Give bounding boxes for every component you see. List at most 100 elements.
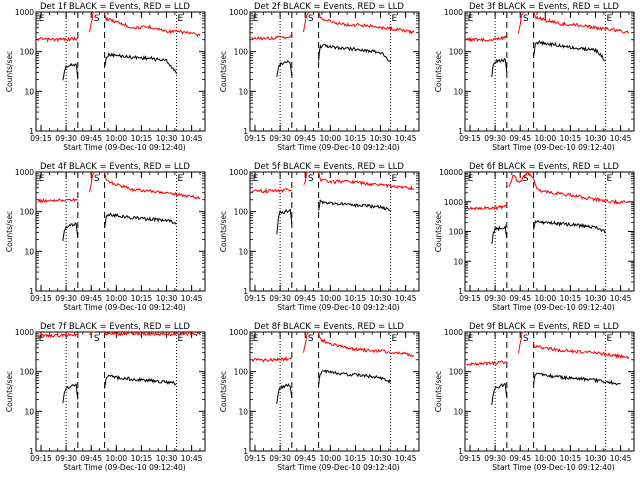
marker-label: E <box>468 14 474 24</box>
marker-label: S <box>308 174 314 184</box>
marker-label: E <box>39 14 45 24</box>
x-axis-label: Start Time (09-Dec-10 09:12:40) <box>63 303 185 312</box>
marker-label: S <box>523 334 529 344</box>
lld-series-line <box>508 170 630 205</box>
x-tick-label: 09:45 <box>294 134 316 143</box>
marker-label: E <box>607 14 613 24</box>
marker-label: E <box>607 174 613 184</box>
y-axis-label: Counts/sec <box>5 211 14 252</box>
events-series-line <box>104 52 178 74</box>
lld-series-line <box>251 35 293 41</box>
plot-frame <box>249 171 420 292</box>
lld-series-line <box>303 331 309 353</box>
x-tick-label: 10:00 <box>535 454 557 463</box>
panel-grid: Det 1f BLACK = Events, RED = LLD11010010… <box>5 2 635 472</box>
x-tick-label: 10:00 <box>106 454 128 463</box>
y-tick-label: 1000 <box>15 328 34 337</box>
marker-label: E <box>392 174 398 184</box>
lld-series-line <box>318 11 415 35</box>
marker-label: E <box>178 14 184 24</box>
x-tick-label: 10:30 <box>370 294 392 303</box>
x-tick-label: 10:45 <box>395 454 417 463</box>
y-tick-label: 1000 <box>229 8 248 17</box>
marker-label: S <box>94 174 100 184</box>
x-tick-label: 10:30 <box>370 134 392 143</box>
x-axis-label: Start Time (09-Dec-10 09:12:40) <box>492 463 614 472</box>
x-tick-label: 10:45 <box>181 454 203 463</box>
marker-label: S <box>94 334 100 344</box>
y-tick-label: 1 <box>29 127 34 136</box>
x-tick-label: 09:45 <box>294 454 316 463</box>
x-tick-label: 10:15 <box>560 294 582 303</box>
x-tick-label: 09:45 <box>509 294 531 303</box>
y-tick-label: 1000 <box>444 198 463 207</box>
x-tick-label: 10:45 <box>610 294 632 303</box>
y-tick-label: 100 <box>234 208 249 217</box>
x-tick-label: 10:15 <box>131 294 153 303</box>
y-tick-label: 1000 <box>229 168 248 177</box>
y-tick-label: 1000 <box>444 328 463 337</box>
lld-series-line <box>89 171 95 193</box>
panel-9: Det 9f BLACK = Events, RED = LLD 1 10 100 10… <box>434 322 635 472</box>
x-tick-label: 09:45 <box>509 454 531 463</box>
events-series-line <box>491 57 508 77</box>
y-tick-label: 100 <box>234 368 249 377</box>
lld-series-line <box>303 11 310 33</box>
y-axis-label: Counts/sec <box>5 51 14 92</box>
x-tick-label: 09:45 <box>80 294 102 303</box>
x-tick-label: 09:30 <box>269 134 291 143</box>
panel-title: Det 5f BLACK = Events, RED = LLD <box>254 162 404 172</box>
lld-series-line <box>104 171 201 200</box>
x-tick-label: 10:15 <box>345 134 367 143</box>
events-series-line <box>104 212 177 228</box>
panel-title: Det 1f BLACK = Events, RED = LLD <box>40 2 190 12</box>
x-tick-label: 09:45 <box>80 134 102 143</box>
y-tick-label: 10 <box>24 247 34 256</box>
plot-frame <box>35 11 206 132</box>
panel-6: Det 6f BLACK = Events, RED = LLD 1 10 100 10… <box>434 162 635 312</box>
panel-title: Det 4f BLACK = Events, RED = LLD <box>40 162 190 172</box>
x-tick-label: 09:30 <box>484 294 506 303</box>
y-axis-label: Counts/sec <box>219 51 228 92</box>
x-tick-label: 10:45 <box>395 134 417 143</box>
x-tick-label: 09:30 <box>55 134 77 143</box>
y-tick-label: 1 <box>29 447 34 456</box>
events-series-line <box>318 199 391 212</box>
x-tick-label: 10:00 <box>106 294 128 303</box>
x-axis-label: Start Time (09-Dec-10 09:12:40) <box>63 143 185 152</box>
plot-frame <box>35 171 206 292</box>
x-tick-label: 09:15 <box>30 294 52 303</box>
y-tick-label: 100 <box>449 368 464 377</box>
x-tick-label: 10:00 <box>320 134 342 143</box>
events-series-line <box>318 43 391 63</box>
events-series-line <box>62 62 79 81</box>
lld-series-line <box>37 332 78 339</box>
panel-title: Det 9f BLACK = Events, RED = LLD <box>469 322 619 332</box>
lld-series-line <box>318 171 415 191</box>
x-tick-label: 10:15 <box>345 294 367 303</box>
events-series-line <box>318 369 392 386</box>
x-tick-label: 10:30 <box>585 134 607 143</box>
y-tick-label: 1 <box>29 287 34 296</box>
marker-label: E <box>253 174 259 184</box>
lld-series-line <box>466 360 507 367</box>
x-tick-label: 09:30 <box>484 454 506 463</box>
marker-label: E <box>392 14 398 24</box>
x-tick-label: 09:45 <box>509 134 531 143</box>
lld-series-line <box>466 34 507 43</box>
y-tick-label: 100 <box>449 228 464 237</box>
y-tick-label: 1000 <box>229 328 248 337</box>
y-tick-label: 100 <box>20 48 35 57</box>
y-tick-label: 1 <box>458 447 463 456</box>
events-series-line <box>276 208 293 235</box>
x-axis-label: Start Time (09-Dec-10 09:12:40) <box>277 463 399 472</box>
events-series-line <box>491 383 508 406</box>
lld-series-line <box>37 35 79 43</box>
events-series-line <box>491 224 508 244</box>
marker-label: E <box>39 334 45 344</box>
x-axis-label: Start Time (09-Dec-10 09:12:40) <box>492 143 614 152</box>
x-tick-label: 09:15 <box>30 134 52 143</box>
x-tick-label: 09:15 <box>244 454 266 463</box>
